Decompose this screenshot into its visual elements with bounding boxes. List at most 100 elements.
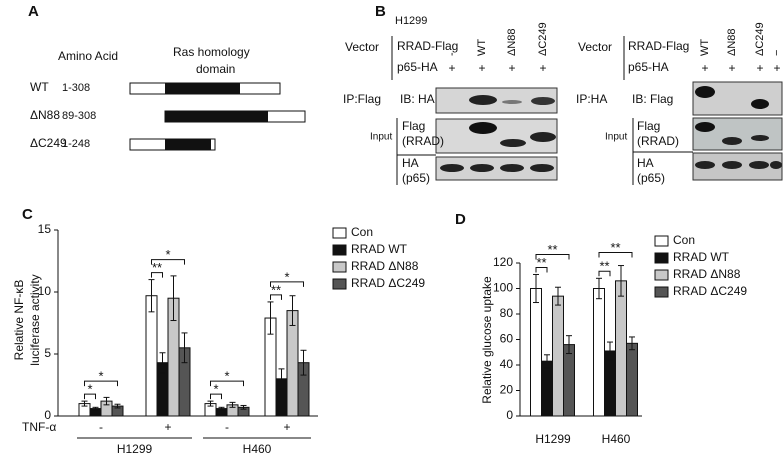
significance-bracket	[151, 272, 163, 278]
significance-label: *	[87, 382, 92, 397]
lane-sign: +	[448, 61, 455, 75]
y-axis-label: Relative NF-κB	[12, 280, 26, 361]
lane-label: ΔN88	[506, 28, 518, 56]
lane-sign: +	[701, 61, 708, 75]
significance-bracket	[151, 259, 185, 265]
lane-label: ΔC249	[754, 22, 766, 56]
bar	[552, 295, 564, 417]
group-label: H1299	[117, 442, 153, 454]
legend-swatch	[332, 278, 347, 290]
lane-label: WT	[476, 39, 488, 56]
y-tick-label: 10	[38, 284, 52, 298]
significance-bracket	[535, 266, 548, 273]
significance-label: *	[284, 269, 289, 284]
y-tick-label: 0	[44, 408, 51, 422]
lane-label: WT	[699, 39, 711, 56]
x-tick-label: H460	[602, 432, 631, 446]
bar	[530, 288, 542, 417]
panel-label: A	[28, 3, 39, 20]
x-tick-label: -	[99, 420, 103, 434]
construct-name: ΔN88	[30, 108, 60, 122]
significance-bracket	[535, 253, 570, 260]
legend-swatch	[654, 269, 669, 281]
row-label: RRAD-Flag	[628, 39, 689, 53]
bar	[593, 288, 605, 417]
error-bar	[289, 295, 296, 326]
significance-label: **	[536, 255, 546, 270]
significance-label: *	[213, 382, 218, 397]
error-bar	[596, 277, 602, 300]
x-row-label: TNF-α	[22, 420, 56, 434]
bar	[286, 310, 299, 417]
y-tick-label: 120	[493, 255, 513, 269]
x-tick-label: H1299	[535, 432, 571, 446]
y-axis-label: luciferase activity	[28, 274, 42, 365]
legend-label: RRAD WT	[351, 242, 408, 256]
significance-bracket	[270, 281, 304, 287]
x-tick-label: +	[283, 420, 290, 434]
significance-bracket	[598, 270, 611, 277]
bar	[604, 350, 616, 417]
error-bar	[159, 352, 166, 374]
amino-acid-range: 1-248	[62, 138, 90, 150]
domain-diagrams	[129, 82, 306, 151]
panel-label: C	[22, 206, 33, 223]
legend-swatch	[332, 261, 347, 273]
lane-label: -	[446, 52, 458, 56]
error-bar	[181, 332, 188, 364]
column-header: Amino Acid	[58, 49, 118, 63]
error-bar	[218, 406, 225, 411]
lane-sign: +	[773, 61, 780, 75]
error-bar	[607, 341, 613, 361]
y-tick-label: 15	[38, 222, 52, 236]
construct-name: ΔC249	[30, 136, 67, 150]
y-tick-label: 100	[493, 281, 513, 295]
error-bar	[170, 275, 177, 322]
row-label: p65-HA	[628, 60, 669, 74]
error-bar	[278, 368, 285, 390]
legend-label: RRAD ΔN88	[673, 267, 741, 281]
x-tick-label: -	[225, 420, 229, 434]
significance-bracket	[598, 252, 633, 258]
construct-name: WT	[30, 80, 49, 94]
error-bar	[533, 273, 539, 304]
blot-label: (RRAD)	[402, 134, 444, 148]
error-bar	[81, 400, 88, 407]
legend-swatch	[654, 286, 669, 298]
group-label: H460	[243, 442, 272, 454]
row-label: RRAD-Flag	[397, 39, 458, 53]
ip-label: IP:HA	[576, 92, 607, 106]
input-label: Input	[370, 132, 392, 143]
legend-swatch	[332, 227, 347, 239]
bar	[626, 342, 638, 417]
blot-label: (p65)	[402, 171, 430, 185]
significance-bracket	[270, 294, 282, 300]
lane-sign: +	[539, 61, 546, 75]
x-tick-label: +	[164, 420, 171, 434]
error-bar	[103, 396, 110, 406]
y-tick-label: 40	[500, 357, 514, 371]
column-header: Ras homology	[173, 45, 250, 59]
blot-label: Flag	[637, 119, 660, 133]
legend-swatch	[654, 252, 669, 264]
legend-label: RRAD ΔC249	[673, 284, 747, 298]
blot-label: (RRAD)	[637, 134, 679, 148]
cell-line: H1299	[395, 15, 427, 27]
legend-label: RRAD ΔN88	[351, 259, 419, 273]
error-bar	[229, 401, 236, 408]
error-bar	[267, 301, 274, 335]
error-bar	[114, 403, 121, 409]
significance-label: *	[98, 369, 103, 384]
blot-label: (p65)	[637, 171, 665, 185]
y-tick-label: 20	[500, 383, 514, 397]
blot-label: HA	[402, 156, 419, 170]
lane-label: ΔN88	[726, 28, 738, 56]
bar	[145, 295, 158, 417]
amino-acid-range: 1-308	[62, 82, 90, 94]
significance-label: **	[152, 260, 162, 275]
error-bar	[148, 279, 155, 313]
error-bar	[629, 336, 635, 351]
legend-label: RRAD ΔC249	[351, 276, 425, 290]
significance-label: **	[610, 240, 620, 255]
significance-label: *	[165, 247, 170, 262]
